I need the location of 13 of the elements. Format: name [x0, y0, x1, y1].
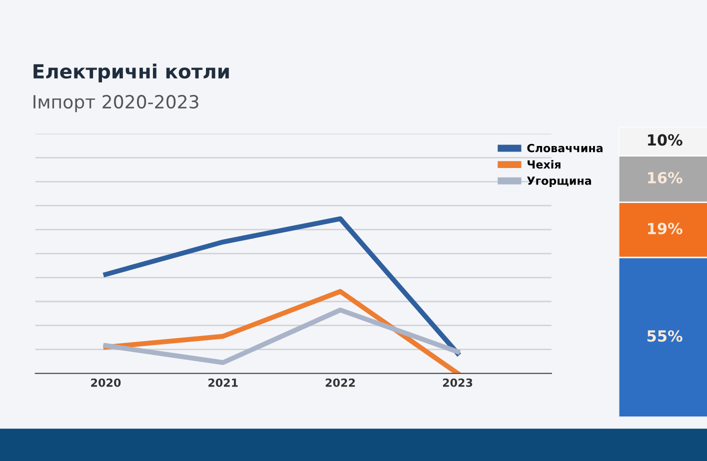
data-label: 19%: [648, 222, 682, 234]
data-label: 10%: [648, 134, 682, 146]
chart-title: Електричні котли: [34, 64, 229, 82]
x-tick-label: 2021: [208, 378, 238, 387]
data-label: 16%: [648, 172, 682, 184]
legend-label: Чехія: [528, 160, 560, 169]
x-tick-label: 2020: [91, 378, 121, 387]
x-tick-label: 2022: [326, 378, 355, 387]
data-label: 55%: [647, 330, 682, 342]
legend-label: Словаччина: [527, 144, 603, 152]
legend-label: Угорщина: [527, 176, 592, 188]
chart-subtitle: Імпорт 2020-2023: [34, 94, 198, 112]
x-tick-label: 2023: [443, 378, 472, 387]
